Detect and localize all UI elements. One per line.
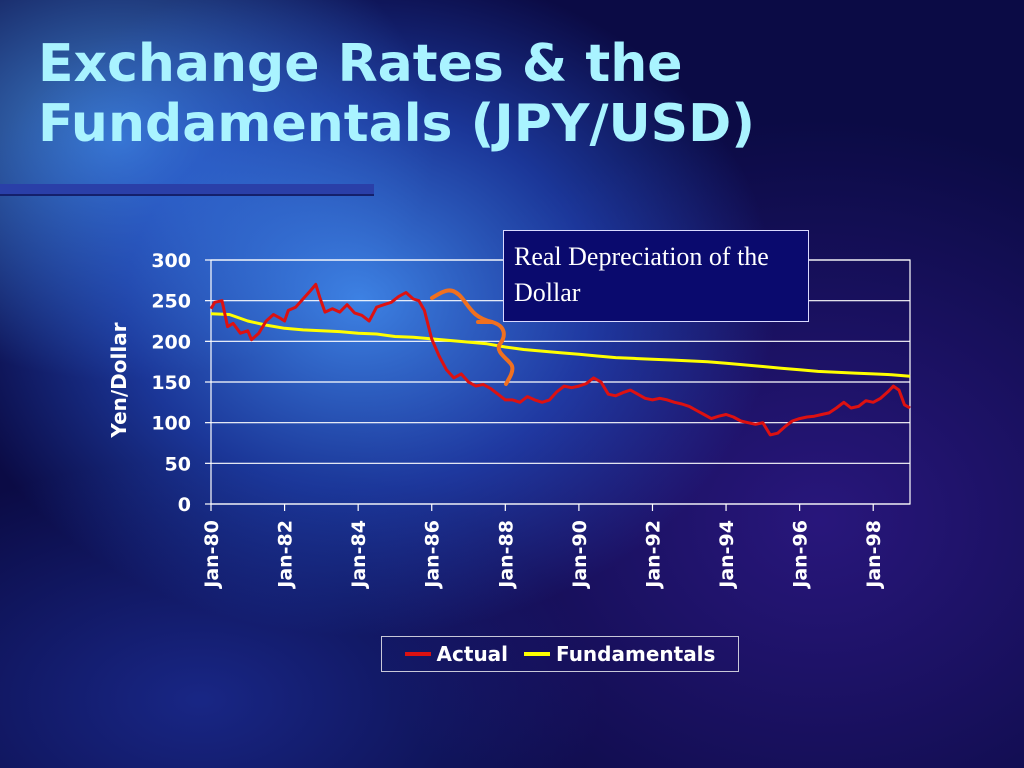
depreciation-bracket [430, 288, 515, 386]
ytick-label: 200 [151, 331, 191, 353]
legend-label-fundamentals: Fundamentals [556, 642, 716, 666]
xtick-label: Jan-80 [201, 520, 223, 590]
ytick-label: 0 [178, 494, 191, 516]
series-layer [209, 282, 911, 437]
callout-box: Real Depreciation of the Dollar [503, 230, 809, 322]
title-line-1: Exchange Rates & the [38, 34, 683, 94]
legend-swatch-actual [404, 652, 431, 656]
ytick-label: 300 [151, 250, 191, 272]
ytick-label: 150 [151, 372, 191, 394]
xtick-label: Jan-92 [642, 520, 664, 590]
xtick-label: Jan-94 [716, 520, 738, 590]
ytick-label: 250 [151, 291, 191, 313]
axis-layer: 0 50 100 150 200 250 300 Jan-80 Jan-82 Jan-84 Jan-… [107, 250, 885, 590]
xtick-label: Jan-98 [863, 520, 885, 590]
annotation-layer [430, 288, 515, 386]
series-line-fundamentals [210, 312, 911, 378]
xtick-label: Jan-96 [790, 520, 812, 590]
y-axis-label: Yen/Dollar [107, 322, 131, 438]
xtick-label: Jan-88 [495, 520, 517, 590]
xtick-label: Jan-90 [569, 520, 591, 590]
xtick-label: Jan-84 [348, 520, 370, 590]
callout-text: Real Depreciation of the Dollar [514, 242, 769, 307]
chart-legend: Actual Fundamentals [381, 636, 739, 672]
grid-layer [210, 259, 911, 505]
legend-item-fundamentals: Fundamentals [524, 642, 715, 666]
legend-swatch-fundamentals [524, 652, 551, 656]
xtick-label: Jan-82 [275, 520, 297, 590]
ytick-label: 50 [165, 453, 191, 475]
title-underline-bar [0, 184, 374, 196]
legend-label-actual: Actual [436, 642, 509, 666]
legend-item-actual: Actual [404, 642, 509, 666]
series-line-actual [209, 282, 911, 437]
ytick-label: 100 [151, 413, 191, 435]
title-line-2: Fundamentals (JPY/USD) [38, 94, 756, 154]
xtick-label: Jan-86 [422, 520, 444, 590]
slide-title: Exchange Rates & the Fundamentals (JPY/U… [38, 34, 938, 154]
